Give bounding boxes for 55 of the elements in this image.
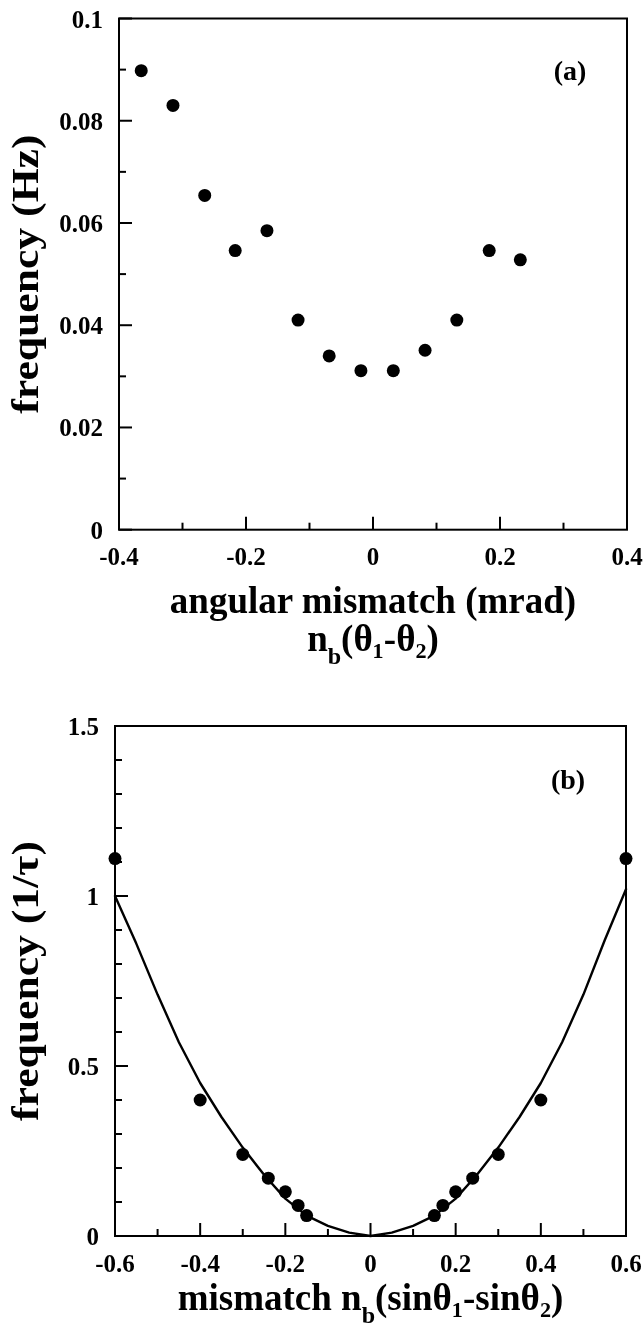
point <box>466 1171 480 1185</box>
point <box>260 224 274 238</box>
annotation: (a) <box>553 55 587 86</box>
y-tick-label: 0.02 <box>59 414 103 442</box>
x-tick-label: -0.2 <box>226 543 266 570</box>
point <box>450 313 464 327</box>
point <box>619 852 633 866</box>
point <box>386 364 400 378</box>
point <box>354 364 368 378</box>
point <box>418 343 432 357</box>
point <box>291 1198 305 1212</box>
point <box>534 1093 548 1107</box>
annotation: (b) <box>550 764 586 795</box>
point <box>491 1147 505 1161</box>
point <box>278 1185 292 1199</box>
point <box>108 852 122 866</box>
point <box>449 1185 463 1199</box>
y-tick-label: 0.5 <box>67 1053 99 1080</box>
point <box>134 64 148 78</box>
y-axis-title: frequency (1/τ) <box>5 841 47 1121</box>
y-tick-label: 0 <box>86 1223 99 1250</box>
x-tick-label: 0.4 <box>525 1250 557 1277</box>
point <box>228 244 242 258</box>
x-axis-title: mismatch n$_{b}$(sinθ₁-sinθ₂) <box>177 1277 564 1328</box>
y-tick-label: 0.1 <box>71 5 103 33</box>
x-tick-label: 0.2 <box>440 1250 472 1277</box>
x-tick-label: 0.2 <box>484 543 516 570</box>
point <box>300 1209 314 1223</box>
x-axis-title: angular mismatch (mrad) n$_{b}$(θ₁-θ₂) <box>169 580 577 669</box>
y-axis-title: frequency (Hz) <box>5 134 47 414</box>
x-tick-label: -0.4 <box>99 543 140 570</box>
y-tick-label: 1.5 <box>67 713 99 740</box>
point <box>436 1198 450 1212</box>
y-tick-label: 0.06 <box>59 209 103 237</box>
y-tick-label: 1 <box>86 883 99 910</box>
point <box>261 1171 275 1185</box>
point <box>193 1093 207 1107</box>
point <box>291 313 305 327</box>
x-tick-label: -0.4 <box>180 1250 221 1277</box>
point <box>482 244 496 258</box>
point <box>322 349 336 363</box>
x-tick-label: -0.6 <box>95 1250 135 1277</box>
point <box>166 98 180 112</box>
point <box>198 188 212 202</box>
y-tick-label: 0 <box>90 516 103 544</box>
x-tick-label: 0 <box>364 1250 377 1277</box>
x-tick-label: 0.6 <box>610 1250 642 1277</box>
y-tick-label: 0.08 <box>59 107 103 135</box>
x-tick-label: 0 <box>366 543 380 570</box>
x-tick-label: 0.4 <box>611 543 644 570</box>
x-tick-label: -0.2 <box>265 1250 306 1277</box>
point <box>513 253 527 267</box>
y-tick-label: 0.04 <box>59 312 104 340</box>
point <box>427 1209 441 1223</box>
point <box>236 1147 250 1161</box>
